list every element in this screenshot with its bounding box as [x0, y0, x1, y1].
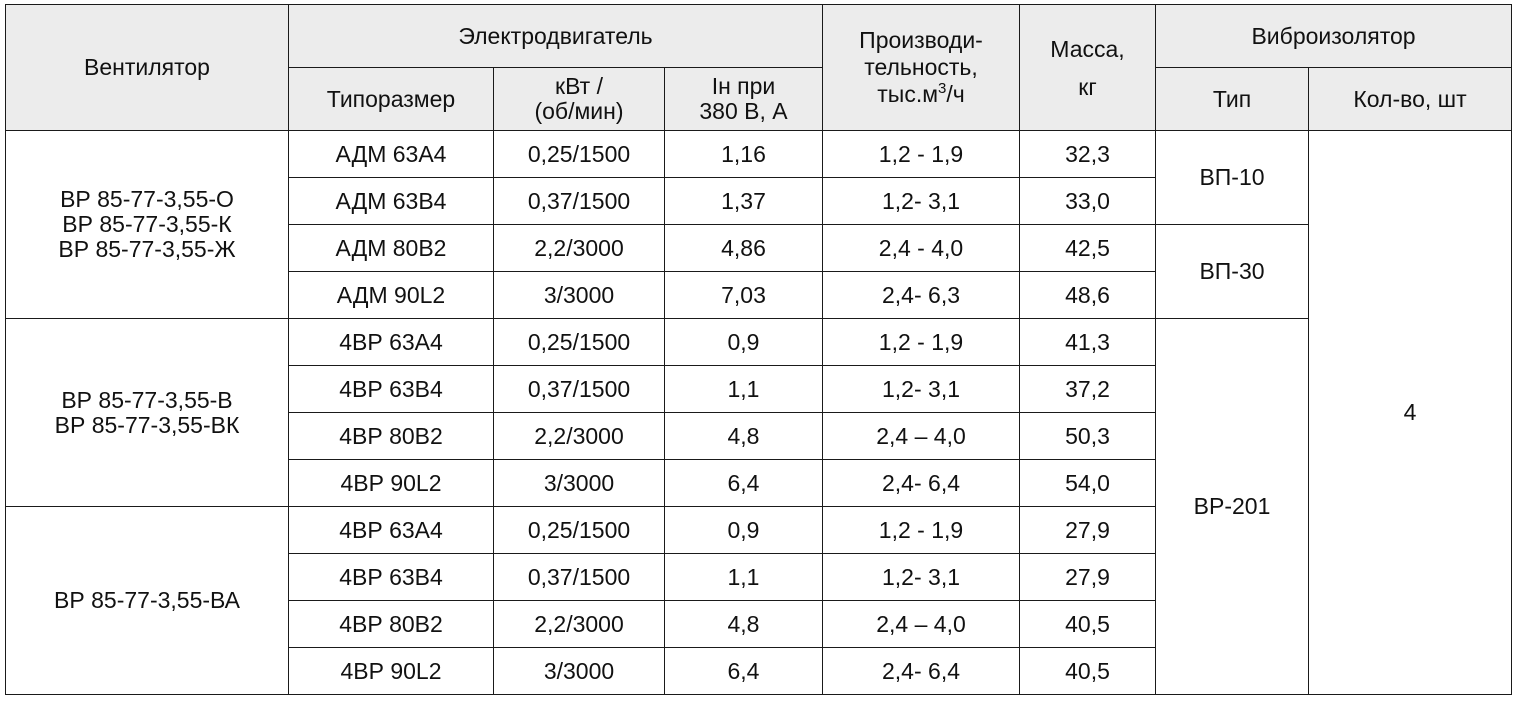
mass-cell: 27,9 [1019, 553, 1156, 601]
motor-power-cell: 0,37/1500 [493, 365, 665, 413]
header-isolator: Виброизолятор [1154, 4, 1513, 68]
table-row: АДМ 63В4 0,37/1500 1,37 1,2- 3,1 33,0 [6, 177, 1512, 225]
fan-group-cell: ВР 85-77-3,55-О ВР 85-77-3,55-К ВР 85-77… [5, 130, 289, 319]
header-motor: Электродвигатель [288, 4, 823, 68]
table-row: ВР 85-77-3,55-О ВР 85-77-3,55-К ВР 85-77… [5, 130, 1513, 695]
mass-cell: 27,9 [1019, 506, 1156, 554]
mass-cell: 54,0 [1019, 459, 1156, 507]
capacity-cell: 2,4- 6,4 [822, 459, 1020, 507]
motor-current-cell: 1,37 [664, 177, 823, 225]
motor-model-cell: АДМ 80В2 [288, 224, 494, 272]
capacity-cell: 1,2 - 1,9 [822, 130, 1020, 178]
motor-current-cell: 6,4 [664, 459, 823, 507]
capacity-cell: 1,2- 3,1 [822, 365, 1020, 413]
isolator-qty-cell: 4 [1307, 130, 1513, 695]
motor-current-cell: 4,8 [664, 600, 823, 648]
motor-power-cell: 0,25/1500 [493, 506, 665, 554]
motor-current-cell: 4,8 [664, 412, 823, 460]
motor-model-cell: 4ВР 63В4 [288, 553, 494, 601]
mass-cell: 32,3 [1019, 130, 1156, 178]
motor-model-cell: 4ВР 63А4 [288, 318, 494, 366]
table-row: 4ВР 80В2 2,2/3000 4,8 2,4 – 4,0 40,5 [6, 600, 1512, 648]
motor-power-cell: 2,2/3000 [493, 600, 665, 648]
motor-model-cell: АДМ 90L2 [288, 271, 494, 319]
header-isolator-qty: Кол-во, шт [1307, 67, 1513, 131]
mass-cell: 37,2 [1019, 365, 1156, 413]
motor-power-cell: 2,2/3000 [493, 224, 665, 272]
motor-model-cell: АДМ 63В4 [288, 177, 494, 225]
table-row: 4ВР 90L2 3/3000 6,4 2,4- 6,4 54,0 [6, 459, 1512, 507]
mass-cell: 40,5 [1019, 647, 1156, 695]
motor-model-cell: 4ВР 90L2 [288, 459, 494, 507]
header-capacity-text: Производи- тельность, тыс.м [859, 27, 983, 107]
isolator-type-cell: ВП-30 [1155, 224, 1309, 319]
table-row: 4ВР 63В4 0,37/1500 1,1 1,2- 3,1 27,9 [6, 553, 1512, 601]
motor-power-cell: 3/3000 [493, 271, 665, 319]
motor-power-cell: 0,25/1500 [493, 130, 665, 178]
isolator-type-cell: ВР-201 [1155, 318, 1309, 695]
motor-current-cell: 6,4 [664, 647, 823, 695]
header-fan: Вентилятор [5, 4, 289, 131]
motor-current-cell: 7,03 [664, 271, 823, 319]
motor-model-cell: АДМ 63А4 [288, 130, 494, 178]
capacity-cell: 2,4 – 4,0 [822, 412, 1020, 460]
mass-cell: 42,5 [1019, 224, 1156, 272]
motor-power-cell: 0,37/1500 [493, 177, 665, 225]
motor-model-cell: 4ВР 80В2 [288, 600, 494, 648]
motor-current-cell: 1,16 [664, 130, 823, 178]
motor-power-cell: 3/3000 [493, 459, 665, 507]
isolator-type-cell: ВП-10 [1155, 130, 1309, 225]
header-isolator-type: Тип [1155, 67, 1309, 131]
spec-table: Вентилятор Электродвигатель Производи- т… [5, 4, 1513, 695]
mass-cell: 40,5 [1019, 600, 1156, 648]
header-mass: Масса, кг [1019, 4, 1156, 131]
header-capacity-unit: /ч [946, 81, 965, 107]
motor-current-cell: 1,1 [664, 365, 823, 413]
motor-power-cell: 0,25/1500 [493, 318, 665, 366]
capacity-cell: 1,2- 3,1 [822, 553, 1020, 601]
motor-power-cell: 3/3000 [493, 647, 665, 695]
header-motor-model: Типоразмер [288, 67, 494, 131]
table-row: АДМ 90L2 3/3000 7,03 2,4- 6,3 48,6 [6, 271, 1512, 319]
motor-model-cell: 4ВР 63В4 [288, 365, 494, 413]
capacity-cell: 2,4- 6,4 [822, 647, 1020, 695]
header-capacity-sup: 3 [938, 80, 947, 97]
motor-power-cell: 0,37/1500 [493, 553, 665, 601]
capacity-cell: 1,2- 3,1 [822, 177, 1020, 225]
table-row: 4ВР 90L2 3/3000 6,4 2,4- 6,4 40,5 [6, 647, 1512, 695]
motor-current-cell: 4,86 [664, 224, 823, 272]
header-capacity: Производи- тельность, тыс.м3/ч [822, 4, 1020, 131]
motor-model-cell: 4ВР 63А4 [288, 506, 494, 554]
motor-current-cell: 0,9 [664, 506, 823, 554]
table-body: ВР 85-77-3,55-О ВР 85-77-3,55-К ВР 85-77… [5, 130, 1513, 695]
motor-power-cell: 2,2/3000 [493, 412, 665, 460]
motor-current-cell: 1,1 [664, 553, 823, 601]
mass-cell: 33,0 [1019, 177, 1156, 225]
capacity-cell: 2,4 – 4,0 [822, 600, 1020, 648]
table-row: ВР 85-77-3,55-В ВР 85-77-3,55-ВК 4ВР 63А… [5, 318, 1512, 695]
motor-current-cell: 0,9 [664, 318, 823, 366]
motor-model-cell: 4ВР 90L2 [288, 647, 494, 695]
fan-group-cell: ВР 85-77-3,55-В ВР 85-77-3,55-ВК [5, 318, 289, 507]
capacity-cell: 1,2 - 1,9 [822, 318, 1020, 366]
header-motor-current: Iн при 380 В, А [664, 67, 823, 131]
capacity-cell: 2,4 - 4,0 [822, 224, 1020, 272]
header-motor-power: кВт / (об/мин) [493, 67, 665, 131]
fan-group-cell: ВР 85-77-3,55-ВА [5, 506, 289, 695]
mass-cell: 50,3 [1019, 412, 1156, 460]
capacity-cell: 2,4- 6,3 [822, 271, 1020, 319]
capacity-cell: 1,2 - 1,9 [822, 506, 1020, 554]
mass-cell: 48,6 [1019, 271, 1156, 319]
table-row: 4ВР 80В2 2,2/3000 4,8 2,4 – 4,0 50,3 [6, 412, 1512, 460]
motor-model-cell: 4ВР 80В2 [288, 412, 494, 460]
mass-cell: 41,3 [1019, 318, 1156, 366]
